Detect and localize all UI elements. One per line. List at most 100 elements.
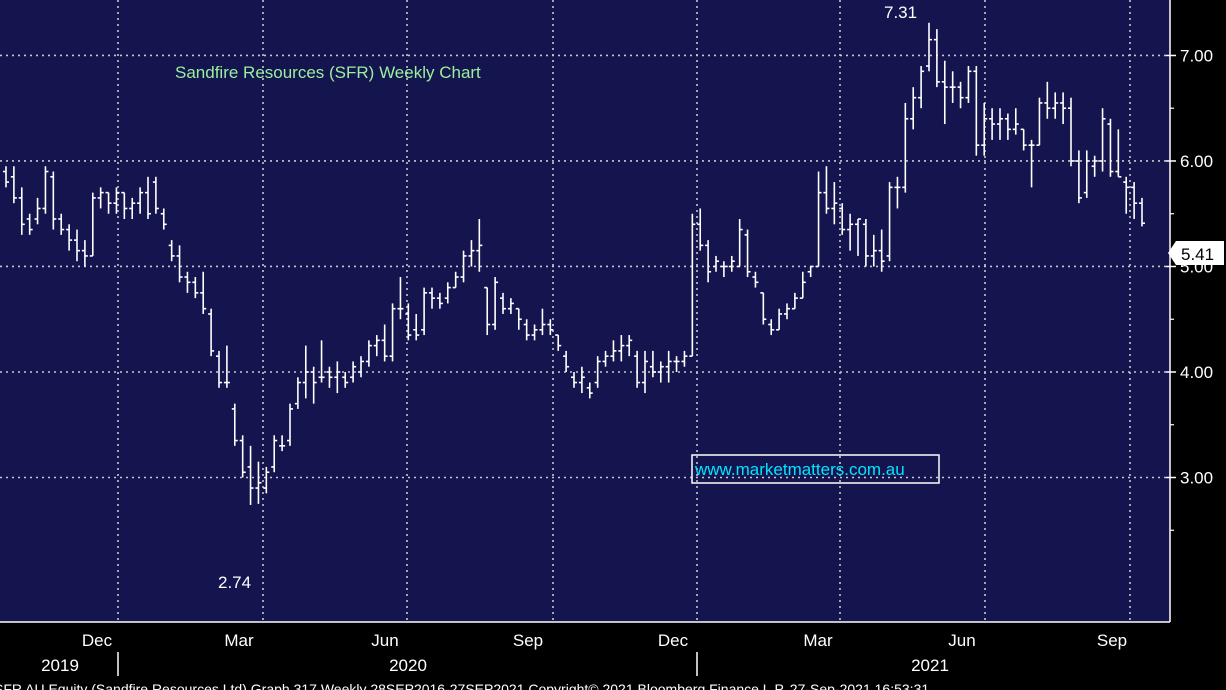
ohlc-bar bbox=[578, 366, 585, 394]
ohlc-bar bbox=[610, 340, 617, 362]
ohlc-bar bbox=[681, 350, 688, 367]
ohlc-bar bbox=[673, 356, 680, 372]
ohlc-bar bbox=[97, 187, 104, 209]
ohlc-bar bbox=[421, 287, 428, 336]
y-tick-label: 7.00 bbox=[1180, 46, 1213, 65]
last-price-label: 5.41 bbox=[1181, 245, 1214, 264]
ohlc-bar bbox=[239, 435, 246, 478]
ohlc-bar bbox=[208, 308, 215, 357]
ohlc-bar bbox=[1020, 128, 1027, 151]
ohlc-bar bbox=[365, 340, 372, 367]
watermark-text: www.marketmatters.com.au bbox=[694, 460, 905, 479]
ohlc-bar bbox=[965, 66, 972, 103]
ohlc-bar bbox=[720, 261, 727, 278]
ohlc-bar bbox=[310, 366, 317, 404]
x-month-label: Mar bbox=[803, 631, 833, 650]
ohlc-bar bbox=[113, 187, 120, 214]
ohlc-bar bbox=[807, 265, 814, 278]
ohlc-bar bbox=[10, 166, 17, 204]
ohlc-bar bbox=[1091, 155, 1098, 177]
ohlc-bar bbox=[492, 277, 499, 330]
ohlc-bar bbox=[752, 271, 759, 288]
ohlc-bar bbox=[66, 224, 73, 251]
ohlc-bar bbox=[500, 292, 506, 314]
watermark-box bbox=[691, 454, 940, 484]
ohlc-bar bbox=[1075, 150, 1082, 204]
ohlc-bar bbox=[768, 319, 775, 336]
ohlc-bar bbox=[515, 307, 522, 330]
ohlc-bar bbox=[460, 250, 467, 283]
ohlc-bar bbox=[926, 22, 932, 72]
ohlc-bar bbox=[744, 229, 751, 278]
y-tick-label: 4.00 bbox=[1180, 363, 1213, 382]
ohlc-bar bbox=[941, 60, 948, 125]
x-month-label: Dec bbox=[82, 631, 113, 650]
ohlc-bars bbox=[3, 22, 1145, 505]
ohlc-bar bbox=[216, 350, 222, 388]
ohlc-bar bbox=[1123, 176, 1130, 214]
ohlc-bar bbox=[981, 102, 988, 156]
ohlc-bar bbox=[89, 192, 96, 257]
ohlc-bar bbox=[697, 208, 704, 251]
ohlc-bar bbox=[152, 176, 159, 214]
ohlc-bar bbox=[429, 287, 435, 309]
ohlc-bar bbox=[602, 350, 609, 367]
ohlc-bar bbox=[507, 298, 514, 314]
axis-background-bottom bbox=[0, 622, 1226, 690]
ohlc-bar bbox=[42, 166, 49, 214]
ohlc-bar bbox=[736, 219, 743, 268]
ohlc-bar bbox=[973, 66, 980, 156]
ohlc-bar bbox=[886, 182, 893, 262]
ohlc-bar bbox=[563, 350, 570, 372]
ohlc-bar bbox=[1068, 97, 1074, 167]
ohlc-bar bbox=[531, 324, 538, 341]
ohlc-bar bbox=[358, 356, 364, 378]
ohlc-bar bbox=[444, 282, 451, 304]
x-month-label: Dec bbox=[658, 631, 689, 650]
y-tick-label: 3.00 bbox=[1180, 468, 1213, 487]
ohlc-bar bbox=[760, 292, 767, 325]
high-annotation: 7.31 bbox=[884, 3, 917, 22]
ohlc-bar bbox=[129, 197, 136, 220]
ohlc-bar bbox=[350, 361, 357, 383]
x-year-label: 2019 bbox=[41, 656, 79, 675]
plot-background bbox=[0, 0, 1170, 622]
ohlc-bar bbox=[918, 66, 925, 109]
ohlc-bar bbox=[1115, 129, 1122, 178]
ohlc-bar bbox=[476, 219, 483, 272]
ohlc-bar bbox=[1131, 182, 1138, 220]
ohlc-bar bbox=[705, 240, 712, 283]
x-month-label: Jun bbox=[371, 631, 398, 650]
ohlc-bar bbox=[168, 240, 175, 262]
ohlc-bar bbox=[223, 345, 230, 388]
ohlc-bar bbox=[1107, 118, 1114, 177]
ohlc-bar bbox=[831, 182, 838, 225]
ohlc-bar bbox=[176, 245, 183, 283]
ohlc-bar bbox=[657, 361, 664, 383]
ohlc-bar bbox=[452, 271, 459, 289]
ohlc-bar bbox=[665, 350, 672, 383]
low-annotation: 2.74 bbox=[218, 573, 251, 592]
ohlc-bar bbox=[855, 218, 861, 256]
ohlc-bar bbox=[791, 292, 798, 310]
ohlc-bar bbox=[121, 191, 128, 220]
ohlc-bar bbox=[847, 213, 854, 251]
ohlc-bar bbox=[728, 255, 735, 272]
ohlc-bar bbox=[713, 255, 719, 272]
ohlc-bar bbox=[397, 277, 404, 320]
ohlc-bar bbox=[413, 313, 420, 341]
last-price-marker bbox=[1168, 241, 1224, 265]
ohlc-bar bbox=[1099, 108, 1106, 172]
ohlc-bar bbox=[784, 303, 790, 320]
ohlc-bar bbox=[326, 366, 333, 388]
ohlc-bar bbox=[74, 229, 80, 262]
ohlc-bar bbox=[547, 319, 554, 336]
ohlc-bar bbox=[626, 335, 633, 357]
ohlc-bar bbox=[870, 234, 877, 267]
ohlc-bar bbox=[1044, 81, 1051, 119]
ohlc-bar bbox=[405, 303, 412, 341]
ohlc-bar bbox=[81, 240, 88, 267]
ohlc-bar bbox=[294, 377, 301, 409]
ohlc-bar bbox=[1012, 108, 1019, 135]
